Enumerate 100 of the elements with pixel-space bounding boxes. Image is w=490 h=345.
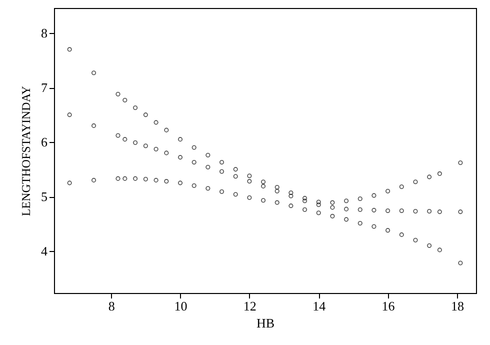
y-axis-title: LENGTHOFSTAYINDAY — [19, 86, 33, 216]
point — [274, 200, 280, 205]
point — [316, 200, 321, 204]
point — [206, 186, 210, 191]
point — [178, 137, 183, 142]
point — [288, 204, 294, 208]
point — [316, 202, 321, 207]
point — [154, 178, 158, 182]
point — [247, 174, 252, 178]
point — [274, 188, 280, 194]
y-tick-label: 6 — [41, 134, 48, 150]
point — [458, 210, 463, 214]
point — [92, 70, 96, 76]
point — [372, 224, 376, 229]
x-tick-label: 18 — [450, 298, 464, 314]
point — [164, 128, 169, 132]
y-tick-label: 4 — [41, 244, 48, 259]
point — [288, 190, 294, 195]
point — [233, 174, 238, 179]
point — [133, 176, 138, 181]
point — [116, 133, 120, 138]
point — [413, 208, 418, 214]
point — [67, 112, 72, 118]
point — [437, 171, 442, 176]
x-tick-label: 16 — [382, 298, 396, 314]
point — [219, 160, 224, 164]
point — [413, 180, 418, 184]
point — [427, 243, 432, 248]
point — [206, 152, 210, 158]
point — [302, 198, 308, 204]
point — [192, 183, 196, 188]
point — [330, 200, 335, 205]
point — [143, 112, 148, 118]
point — [122, 98, 128, 102]
point — [192, 160, 196, 164]
point — [386, 188, 390, 194]
point — [427, 208, 432, 214]
point — [372, 193, 376, 198]
point — [330, 205, 335, 210]
y-tick-label: 8 — [41, 26, 48, 41]
point — [386, 228, 390, 233]
point — [206, 164, 210, 170]
point — [399, 208, 404, 213]
point — [164, 179, 169, 184]
point — [413, 238, 418, 242]
point — [122, 137, 128, 142]
point — [154, 120, 158, 125]
point — [143, 176, 148, 182]
point — [92, 178, 96, 182]
point — [358, 207, 362, 212]
point — [427, 174, 432, 180]
point — [67, 47, 72, 52]
x-tick-label: 14 — [312, 298, 326, 314]
point — [261, 198, 266, 203]
point — [247, 179, 252, 184]
point — [344, 198, 349, 204]
point — [437, 210, 442, 214]
point — [143, 144, 148, 148]
point — [458, 260, 463, 266]
point — [288, 194, 294, 198]
point — [437, 248, 442, 252]
point — [116, 92, 120, 96]
point — [122, 176, 128, 181]
point — [261, 184, 266, 188]
point — [302, 207, 308, 212]
point — [344, 206, 349, 212]
point — [219, 169, 224, 174]
point — [133, 140, 138, 145]
point — [386, 208, 390, 213]
point — [330, 214, 335, 218]
y-tick-label: 7 — [41, 80, 48, 96]
point — [358, 196, 362, 201]
point — [233, 167, 238, 172]
point — [219, 189, 224, 194]
y-tick-label: 5 — [41, 189, 48, 204]
point — [372, 208, 376, 212]
point — [116, 176, 120, 181]
x-tick-label: 12 — [243, 298, 256, 314]
point — [344, 217, 349, 222]
point — [92, 123, 96, 128]
point — [358, 220, 362, 226]
point — [261, 180, 266, 184]
point — [399, 232, 404, 237]
x-axis-title: HB — [256, 316, 275, 330]
x-tick-label: 8 — [108, 298, 115, 314]
point — [178, 155, 183, 160]
point — [192, 145, 196, 150]
point — [154, 146, 158, 152]
point — [133, 105, 138, 110]
point — [247, 195, 252, 200]
point — [458, 160, 463, 166]
point — [316, 210, 321, 216]
point — [67, 180, 72, 186]
point — [178, 180, 183, 186]
point — [302, 196, 308, 200]
x-tick-label: 10 — [174, 298, 188, 314]
point — [233, 192, 238, 197]
point — [399, 184, 404, 190]
point — [274, 185, 280, 190]
point — [164, 150, 169, 156]
